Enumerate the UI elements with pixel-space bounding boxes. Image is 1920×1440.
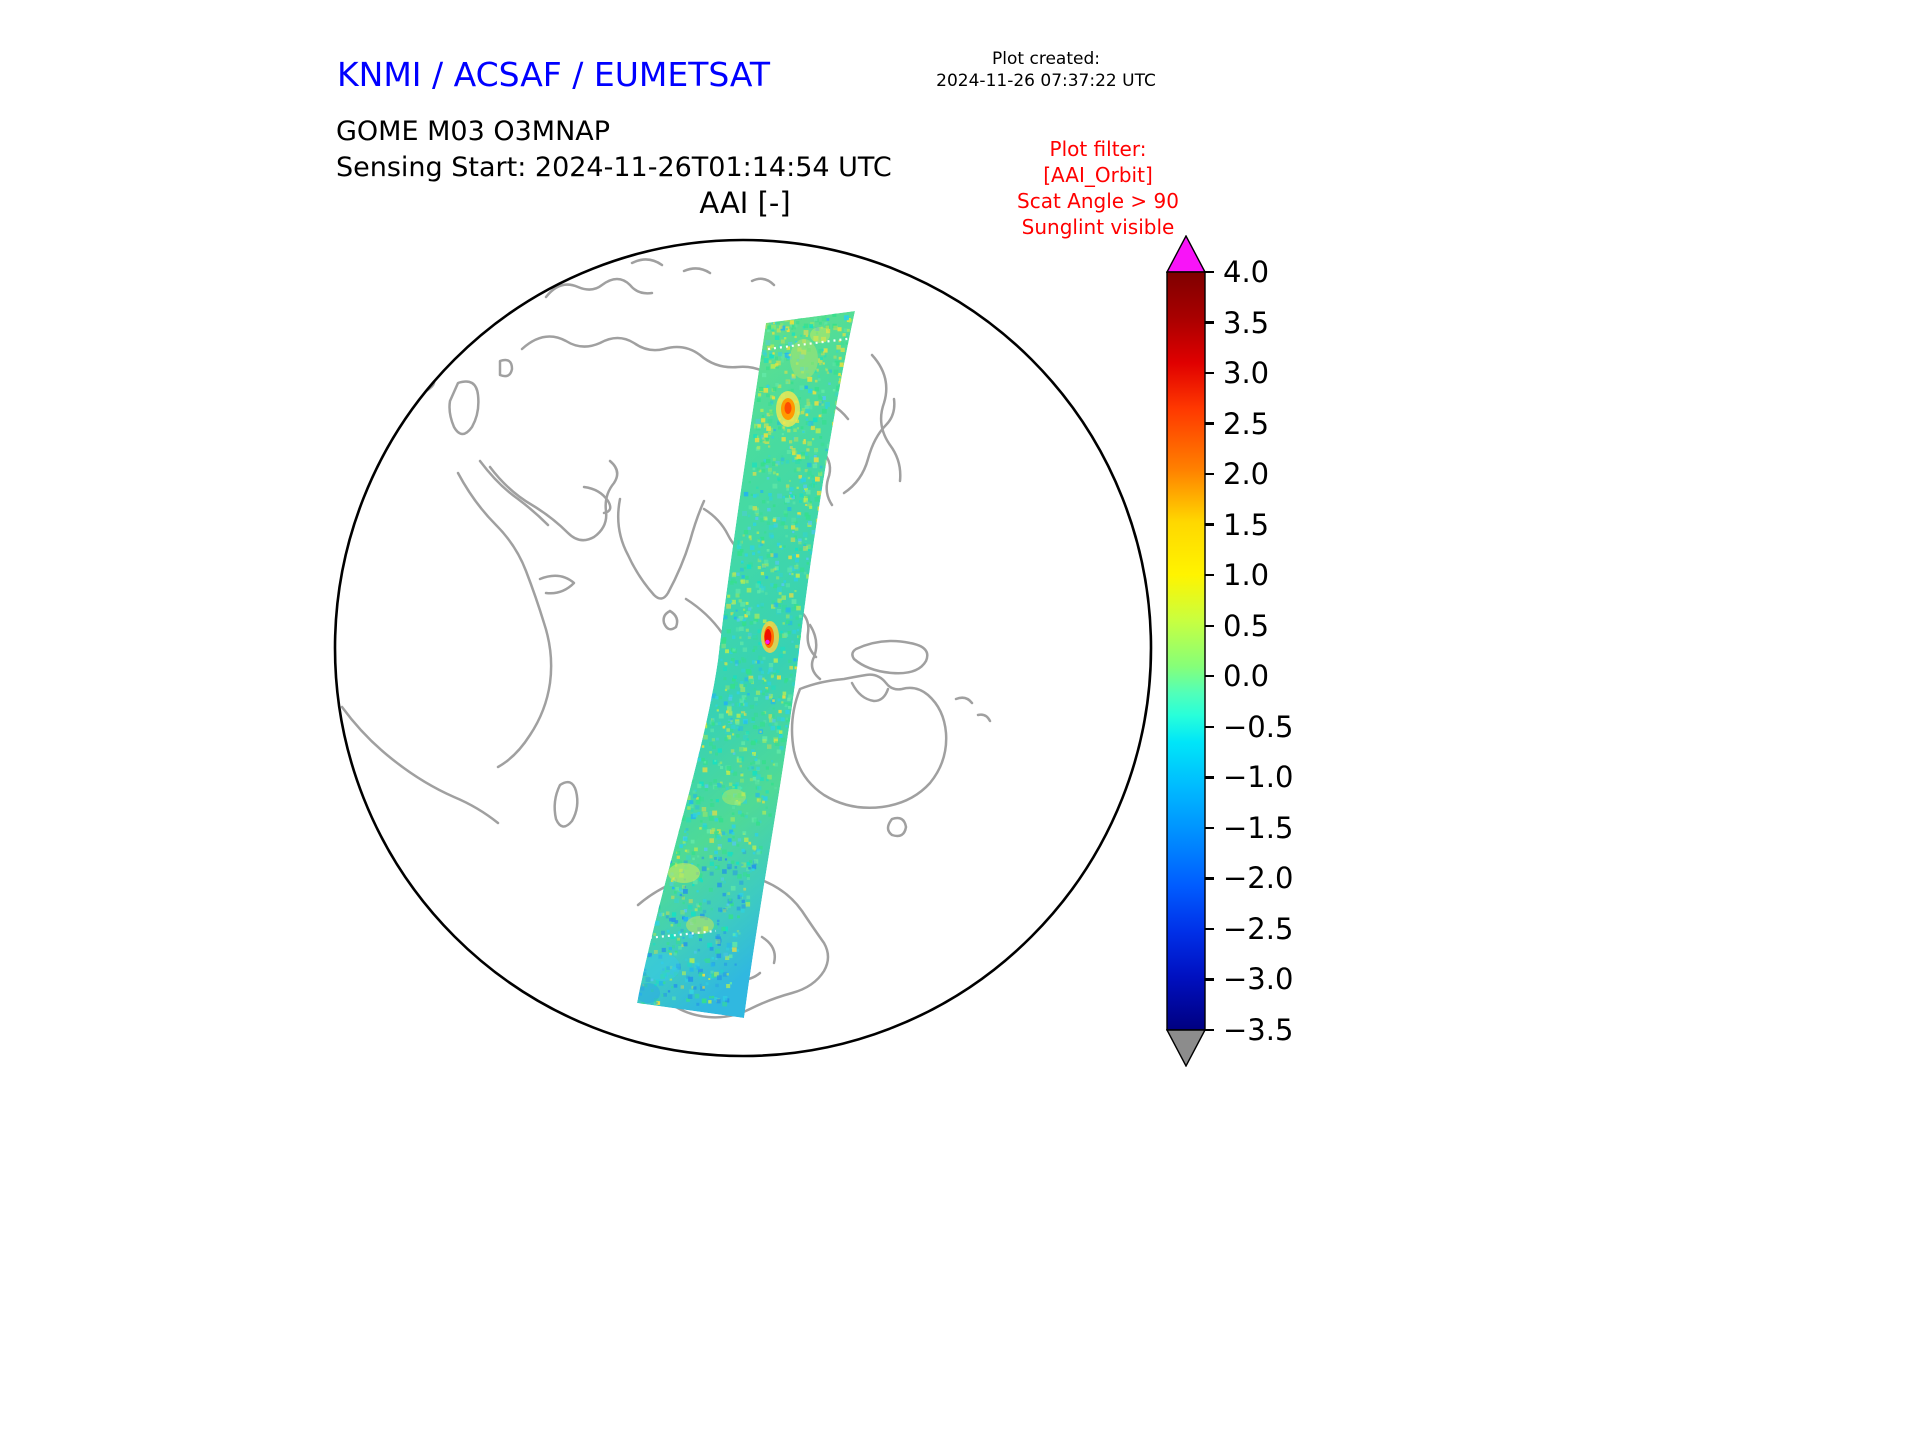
plot-filter-sunglint: Sunglint visible xyxy=(1021,215,1175,239)
plot-filter-title: Plot filter: xyxy=(1049,137,1147,161)
satellite-swath xyxy=(637,311,855,1018)
tick-label: 4.0 xyxy=(1223,255,1270,289)
tick-mark xyxy=(1205,472,1214,476)
tick-mark xyxy=(1205,927,1214,931)
globe-outline xyxy=(333,238,1153,1058)
hotspot-mark xyxy=(790,339,818,379)
tick-mark xyxy=(1205,422,1214,425)
tick-mark xyxy=(1205,371,1214,375)
hotspot-mark xyxy=(810,327,830,343)
colorbar-tick: 2.0 xyxy=(1205,457,1269,491)
tick-mark xyxy=(1205,725,1214,728)
tick-mark xyxy=(1205,1028,1214,1032)
tick-mark xyxy=(1205,675,1214,678)
plot-filter-block: Plot filter: [AAI_Orbit] Scat Angle > 90… xyxy=(1017,136,1179,240)
tick-label: 2.0 xyxy=(1223,457,1270,492)
product-name: GOME M03 O3MNAP xyxy=(336,116,611,147)
hotspot-mark xyxy=(784,402,792,414)
hotspot-mark xyxy=(637,983,660,1003)
tick-mark xyxy=(1205,877,1214,880)
tick-mark xyxy=(1205,523,1214,526)
terminator-line-north xyxy=(767,336,855,351)
colorbar-tick: 0.5 xyxy=(1205,609,1269,643)
colorbar-tick: −3.0 xyxy=(1205,962,1293,996)
tick-label: 3.5 xyxy=(1223,305,1270,340)
tick-label: 0.5 xyxy=(1223,608,1270,643)
sensing-start: Sensing Start: 2024-11-26T01:14:54 UTC xyxy=(336,152,892,183)
tick-mark xyxy=(1205,978,1214,981)
hotspot-mark xyxy=(722,789,746,805)
tick-mark xyxy=(1205,321,1214,324)
variable-title: AAI [-] xyxy=(699,186,791,220)
tick-label: −3.0 xyxy=(1223,962,1294,997)
colorbar-tick: 2.5 xyxy=(1205,407,1269,441)
tick-label: −2.0 xyxy=(1223,861,1294,896)
colorbar-tick: −3.5 xyxy=(1205,1013,1293,1047)
hotspot-mark xyxy=(668,863,700,883)
tick-label: 1.0 xyxy=(1223,558,1270,593)
colorbar-tick: 3.5 xyxy=(1205,306,1269,340)
colorbar-tick: 1.5 xyxy=(1205,508,1269,542)
tick-mark xyxy=(1205,270,1214,274)
hotspot-mark xyxy=(765,639,770,645)
globe-map xyxy=(333,238,1153,1058)
colorbar-tick: 0.0 xyxy=(1205,659,1269,693)
colorbar xyxy=(1166,235,1206,1067)
tick-label: 2.5 xyxy=(1223,406,1270,441)
tick-label: 3.0 xyxy=(1223,356,1270,391)
colorbar-tick: 3.0 xyxy=(1205,356,1269,390)
hotspot-mark xyxy=(644,953,680,981)
colorbar-tick: −1.5 xyxy=(1205,811,1293,845)
tick-label: −2.5 xyxy=(1223,911,1294,946)
plot-created-label: Plot created: xyxy=(992,49,1100,69)
tick-label: −1.5 xyxy=(1223,810,1294,845)
tick-label: −3.5 xyxy=(1223,1013,1294,1047)
colorbar-tick: −1.0 xyxy=(1205,760,1293,794)
colorbar-tick: −2.5 xyxy=(1205,912,1293,946)
plot-created-block: Plot created: 2024-11-26 07:37:22 UTC xyxy=(928,48,1164,92)
colorbar-over-arrow xyxy=(1166,235,1206,273)
swath-hotspots xyxy=(637,327,830,1003)
tick-label: 0.0 xyxy=(1223,659,1270,694)
tick-label: −0.5 xyxy=(1223,709,1294,744)
colorbar-under-arrow xyxy=(1166,1029,1206,1067)
plot-created-time: 2024-11-26 07:37:22 UTC xyxy=(936,71,1156,91)
tick-label: −1.0 xyxy=(1223,760,1294,795)
hotspot-mark xyxy=(686,916,714,934)
colorbar-tick: −2.0 xyxy=(1205,861,1293,895)
colorbar-tick: −0.5 xyxy=(1205,710,1293,744)
plot-filter-orbit: [AAI_Orbit] xyxy=(1043,163,1153,187)
colorbar-tick: 4.0 xyxy=(1205,255,1269,289)
agency-title: KNMI / ACSAF / EUMETSAT xyxy=(337,55,771,94)
tick-mark xyxy=(1205,826,1214,830)
tick-mark xyxy=(1205,624,1214,627)
tick-mark xyxy=(1205,573,1214,577)
colorbar-tick: 1.0 xyxy=(1205,558,1269,592)
colorbar-gradient-bar xyxy=(1166,271,1206,1031)
tick-label: 1.5 xyxy=(1223,507,1270,542)
tick-mark xyxy=(1205,776,1214,779)
plot-filter-scat-angle: Scat Angle > 90 xyxy=(1017,189,1179,213)
